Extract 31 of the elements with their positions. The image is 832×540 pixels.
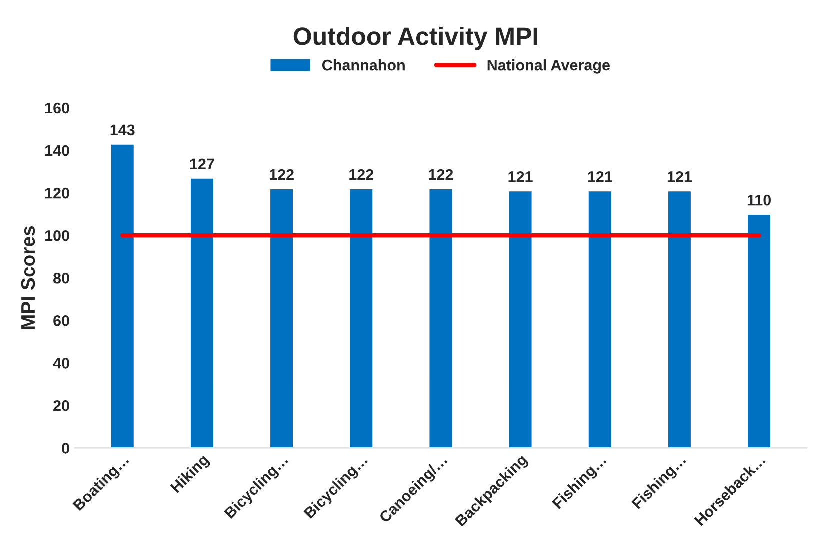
bar [508, 190, 534, 448]
y-axis-title: MPI Scores [21, 226, 36, 330]
data-label: 143 [110, 124, 135, 136]
bar [269, 188, 294, 448]
bar [428, 188, 454, 448]
y-tick-label: 40 [53, 358, 70, 369]
data-label: 121 [668, 172, 692, 182]
y-tick-label: 0 [62, 443, 70, 454]
bar [587, 190, 613, 448]
y-tick-label: 160 [45, 102, 70, 114]
bar [746, 214, 772, 448]
data-label: 121 [508, 172, 533, 182]
bar [190, 177, 215, 448]
y-tick-label: 20 [54, 400, 70, 412]
data-label: 127 [190, 158, 214, 170]
bar [110, 143, 136, 448]
y-tick-label: 60 [54, 315, 70, 326]
bar [348, 188, 374, 448]
data-label: 122 [429, 169, 454, 180]
legend-label: National Average [488, 60, 610, 74]
y-tick-label: 80 [54, 272, 70, 284]
y-tick-label: 100 [45, 230, 70, 242]
data-label: 110 [748, 194, 771, 206]
legend-label: Channahon [322, 60, 405, 71]
chart-title: Outdoor Activity MPI [294, 27, 538, 50]
data-label: 122 [350, 169, 374, 180]
y-tick-label: 140 [45, 145, 70, 156]
bar [667, 190, 692, 448]
data-label: 122 [270, 169, 294, 180]
y-tick-label: 120 [45, 188, 70, 199]
data-label: 121 [588, 172, 612, 182]
